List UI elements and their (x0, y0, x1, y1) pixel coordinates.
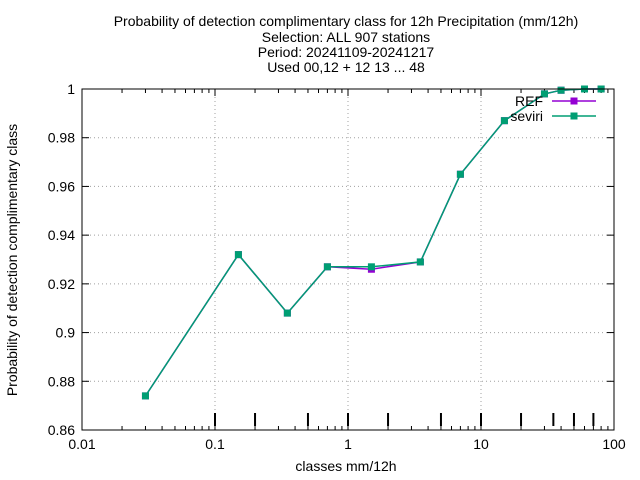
data-point-seviri (234, 251, 242, 259)
chart-title: Probability of detection complimentary c… (114, 13, 579, 75)
title-line-1: Probability of detection complimentary c… (114, 13, 579, 29)
legend-marker (570, 97, 578, 105)
y-tick-label: 0.9 (56, 325, 76, 341)
data-point-seviri (500, 117, 508, 125)
y-axis-label: Probability of detection complimentary c… (4, 124, 20, 396)
y-tick-label: 0.92 (48, 276, 75, 292)
data-point-seviri (416, 258, 424, 266)
title-line-4: Used 00,12 + 12 13 ... 48 (267, 59, 425, 75)
y-tick-label: 0.88 (48, 373, 75, 389)
y-tick-label: 0.98 (48, 130, 75, 146)
data-point-seviri (540, 90, 548, 98)
series-line-seviri (144, 88, 602, 397)
series-line-ref (144, 88, 602, 397)
axis-ticks: 0.86 0.88 0.9 0.92 0.94 0.96 0.98 1 0.01 0.1 1 10 10… (48, 81, 626, 452)
title-line-3: Period: 20241109-20241217 (258, 44, 435, 60)
plot-frame (81, 88, 615, 431)
x-axis-label: classes mm/12h (295, 458, 396, 474)
data-point-seviri (283, 309, 291, 317)
y-tick-label: 0.96 (48, 178, 75, 194)
class-markers (214, 413, 595, 426)
x-tick-label: 1 (344, 436, 352, 452)
legend-marker (570, 112, 578, 120)
data-point-seviri (557, 86, 565, 94)
data-point-seviri (456, 170, 464, 178)
x-tick-label: 10 (473, 436, 489, 452)
x-tick-label: 0.01 (68, 436, 95, 452)
legend-label: REF (515, 93, 543, 109)
data-point-seviri (323, 263, 331, 271)
data-point-seviri (141, 392, 149, 400)
x-tick-label: 100 (602, 436, 626, 452)
title-line-2: Selection: ALL 907 stations (262, 29, 430, 45)
legend-label: seviri (510, 108, 543, 124)
x-tick-label: 0.1 (205, 436, 225, 452)
y-tick-label: 0.86 (48, 422, 75, 438)
grid (82, 89, 614, 430)
y-tick-label: 1 (67, 81, 75, 97)
data-point-seviri (367, 263, 375, 271)
y-tick-label: 0.94 (48, 227, 75, 243)
series (141, 85, 605, 400)
